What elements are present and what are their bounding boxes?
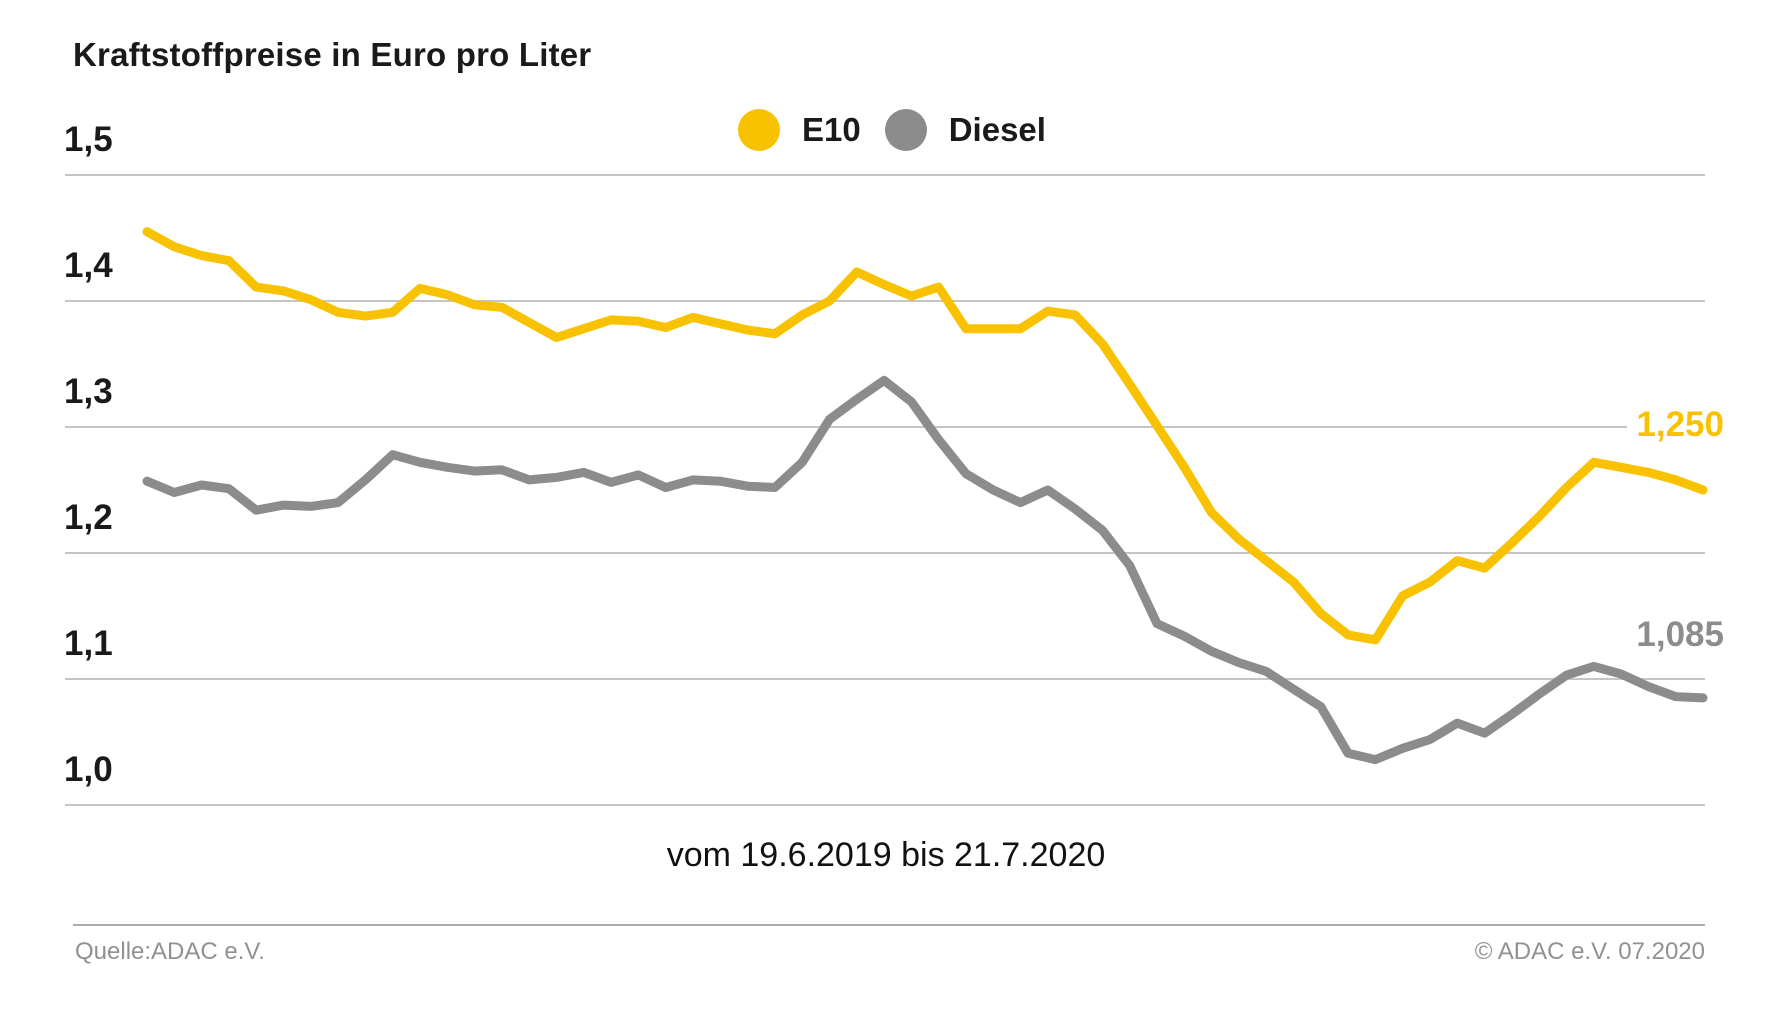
y-axis-label: 1,4 xyxy=(64,246,113,285)
series-line-diesel xyxy=(142,375,1708,765)
y-axis-label: 1,2 xyxy=(64,498,113,537)
series-line-e10 xyxy=(142,227,1708,645)
e10-dot-icon xyxy=(738,109,780,151)
legend-label-e10: E10 xyxy=(802,111,861,148)
legend: E10 Diesel xyxy=(738,109,1046,151)
page-title: Kraftstoffpreise in Euro pro Liter xyxy=(73,36,592,73)
footer-source: Quelle:ADAC e.V. xyxy=(75,938,265,965)
e10-end-value-label: 1,250 xyxy=(1636,405,1724,444)
diesel-end-value-label: 1,085 xyxy=(1636,615,1724,654)
legend-item-diesel: Diesel xyxy=(884,109,1046,151)
legend-item-e10: E10 xyxy=(738,109,861,151)
footer-divider xyxy=(73,924,1705,926)
y-axis-label: 1,3 xyxy=(64,372,113,411)
x-axis-caption: vom 19.6.2019 bis 21.7.2020 xyxy=(666,836,1106,874)
y-axis-label: 1,5 xyxy=(64,120,113,159)
legend-label-diesel: Diesel xyxy=(948,111,1046,148)
y-axis-label: 1,0 xyxy=(64,750,113,789)
y-axis-label: 1,1 xyxy=(64,624,113,663)
footer-copyright: © ADAC e.V. 07.2020 xyxy=(1474,938,1705,965)
diesel-dot-icon xyxy=(884,109,927,151)
